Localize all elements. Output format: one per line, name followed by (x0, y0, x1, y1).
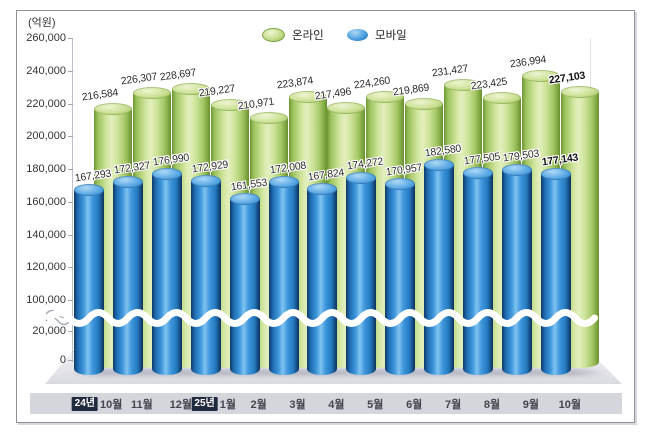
bar-mobile (229, 193, 260, 375)
month-label: 4월 (328, 396, 344, 412)
month-label-text: 12월 (169, 399, 192, 411)
month-label: 12월 (170, 396, 192, 412)
y-tick-mark (68, 331, 73, 332)
y-tick-mark (68, 267, 73, 269)
year-badge: 24년 (71, 397, 98, 411)
y-tick-mark (68, 300, 73, 301)
month-label: 9월 (523, 396, 539, 412)
month-label: 6월 (406, 396, 422, 412)
month-label-text: 9월 (522, 399, 540, 411)
bar-shadow (535, 367, 606, 378)
month-label-text: 11월 (131, 399, 153, 411)
y-tick-label: 20,000 (32, 325, 66, 337)
month-label: 24년 10월 (71, 396, 123, 412)
month-label-text: 8월 (483, 399, 501, 411)
y-tick-mark (68, 136, 73, 138)
y-tick-label: 180,000 (26, 163, 66, 175)
y-tick-label: 220,000 (26, 97, 66, 110)
month-label-text: 10월 (558, 399, 581, 411)
y-tick-mark (68, 201, 73, 203)
y-tick-label: 160,000 (26, 195, 66, 208)
month-label-text: 1월 (219, 399, 236, 411)
bar-mobile (540, 167, 571, 375)
bar-shadow (496, 367, 567, 378)
month-label-text: 4월 (328, 399, 345, 411)
y-tick-label: 140,000 (26, 228, 66, 241)
bar-shadow (458, 367, 528, 378)
bar-shadow (224, 367, 295, 378)
month-label: 11월 (131, 396, 153, 412)
bar-mobile (268, 176, 299, 375)
month-label-text: 2월 (250, 399, 267, 411)
legend-item-mobile: 모바일 (347, 27, 407, 43)
bar-shadow (146, 367, 217, 378)
y-tick-mark (68, 234, 73, 236)
y-tick-label: 260,000 (26, 32, 66, 44)
bar-shadow (419, 367, 490, 378)
bar-mobile (385, 177, 416, 375)
bar-shadow (69, 367, 139, 378)
y-tick-mark (68, 360, 73, 361)
bar-shadow (107, 367, 178, 378)
bar-mobile (346, 172, 377, 375)
bar-shadow (302, 367, 373, 378)
month-label: 10월 (559, 396, 581, 412)
y-axis-line (72, 38, 73, 362)
y-tick-label: 240,000 (26, 64, 66, 77)
legend-item-online: 온라인 (262, 27, 324, 43)
y-tick-mark (68, 169, 73, 170)
bar-shadow (185, 367, 256, 378)
month-label-text: 7월 (444, 399, 462, 411)
online-cylinder-icon (262, 28, 285, 42)
bar-mobile (74, 183, 104, 375)
bar-mobile (463, 167, 493, 375)
legend: 온라인 모바일 (0, 27, 650, 43)
y-tick-label: 200,000 (26, 130, 66, 143)
bar-shadow (263, 367, 334, 378)
bar-shadow (341, 367, 412, 378)
month-label-text: 6월 (406, 399, 423, 411)
y-tick-label: 100,000 (26, 294, 66, 306)
month-label: 8월 (484, 396, 500, 412)
month-label: 3월 (289, 396, 305, 412)
y-axis-unit-label: (억원) (28, 17, 56, 29)
month-axis-strip (30, 393, 622, 414)
month-label-text: 10월 (99, 399, 123, 411)
bar-mobile (190, 174, 221, 375)
month-label-text: 5월 (367, 399, 384, 411)
legend-label-online: 온라인 (292, 30, 324, 42)
y-tick-label: 0 (59, 354, 66, 366)
bar-shadow (380, 367, 451, 378)
year-badge: 25년 (191, 397, 218, 411)
bar-mobile (151, 167, 182, 375)
y-tick-mark (68, 103, 73, 105)
month-label-text: 3월 (289, 399, 306, 411)
month-label: 5월 (367, 396, 383, 412)
month-label: 2월 (250, 396, 266, 412)
bar-mobile (112, 175, 143, 375)
mobile-cylinder-icon (347, 29, 368, 41)
y-tick-mark (68, 38, 73, 39)
bar-mobile (424, 158, 455, 375)
month-label: 25년 1월 (191, 396, 236, 412)
month-label: 7월 (445, 396, 461, 412)
bar-mobile (307, 182, 338, 375)
y-tick-mark (68, 70, 73, 72)
bar-mobile (501, 163, 532, 375)
y-tick-label: 120,000 (26, 261, 66, 274)
legend-label-mobile: 모바일 (375, 30, 407, 42)
